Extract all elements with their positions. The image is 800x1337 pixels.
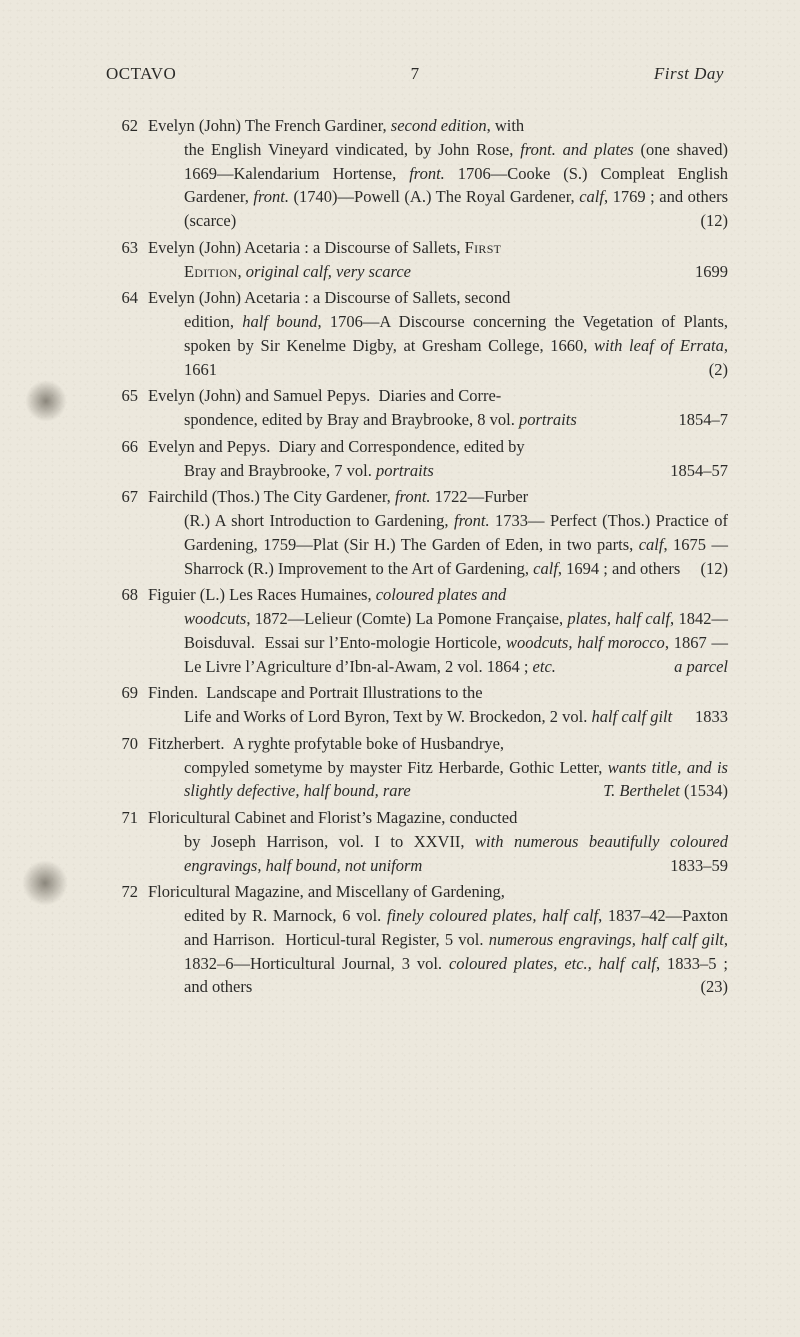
lot-description: Finden. Landscape and Portrait Illustrat… xyxy=(148,681,728,729)
catalogue-entry: 66Evelyn and Pepys. Diary and Correspond… xyxy=(102,435,728,483)
lot-number: 71 xyxy=(102,806,148,877)
catalogue-entry: 62Evelyn (John) The French Gardiner, sec… xyxy=(102,114,728,233)
catalogue-entry: 69Finden. Landscape and Portrait Illustr… xyxy=(102,681,728,729)
lot-description: Evelyn (John) Acetaria : a Discourse of … xyxy=(148,286,728,381)
header-page-number: 7 xyxy=(411,64,420,84)
lot-description: Floricultural Magazine, and Miscellany o… xyxy=(148,880,728,999)
lot-description: Evelyn (John) Acetaria : a Discourse of … xyxy=(148,236,728,284)
lot-description: Fitzherbert. A ryghte profytable boke of… xyxy=(148,732,728,803)
lot-description: Evelyn (John) and Samuel Pepys. Diaries … xyxy=(148,384,728,432)
lot-number: 68 xyxy=(102,583,148,678)
lot-description: Fairchild (Thos.) The City Gardener, fro… xyxy=(148,485,728,580)
lot-description: Figuier (L.) Les Races Humaines, coloure… xyxy=(148,583,728,678)
lot-number: 64 xyxy=(102,286,148,381)
catalogue-entries: 62Evelyn (John) The French Gardiner, sec… xyxy=(102,114,728,999)
running-header: OCTAVO 7 First Day xyxy=(102,64,728,84)
lot-description: Floricultural Cabinet and Florist’s Maga… xyxy=(148,806,728,877)
catalogue-entry: 64Evelyn (John) Acetaria : a Discourse o… xyxy=(102,286,728,381)
lot-number: 62 xyxy=(102,114,148,233)
catalogue-entry: 65Evelyn (John) and Samuel Pepys. Diarie… xyxy=(102,384,728,432)
catalogue-entry: 68Figuier (L.) Les Races Humaines, colou… xyxy=(102,583,728,678)
catalogue-entry: 63Evelyn (John) Acetaria : a Discourse o… xyxy=(102,236,728,284)
lot-number: 70 xyxy=(102,732,148,803)
catalogue-entry: 67Fairchild (Thos.) The City Gardener, f… xyxy=(102,485,728,580)
page-container: OCTAVO 7 First Day 62Evelyn (John) The F… xyxy=(0,0,800,1042)
lot-number: 69 xyxy=(102,681,148,729)
lot-description: Evelyn (John) The French Gardiner, secon… xyxy=(148,114,728,233)
catalogue-entry: 72Floricultural Magazine, and Miscellany… xyxy=(102,880,728,999)
lot-number: 63 xyxy=(102,236,148,284)
lot-number: 67 xyxy=(102,485,148,580)
header-left: OCTAVO xyxy=(106,64,176,84)
catalogue-entry: 70Fitzherbert. A ryghte profytable boke … xyxy=(102,732,728,803)
lot-description: Evelyn and Pepys. Diary and Corresponden… xyxy=(148,435,728,483)
lot-number: 65 xyxy=(102,384,148,432)
lot-number: 72 xyxy=(102,880,148,999)
catalogue-entry: 71Floricultural Cabinet and Florist’s Ma… xyxy=(102,806,728,877)
lot-number: 66 xyxy=(102,435,148,483)
header-right: First Day xyxy=(654,64,724,84)
